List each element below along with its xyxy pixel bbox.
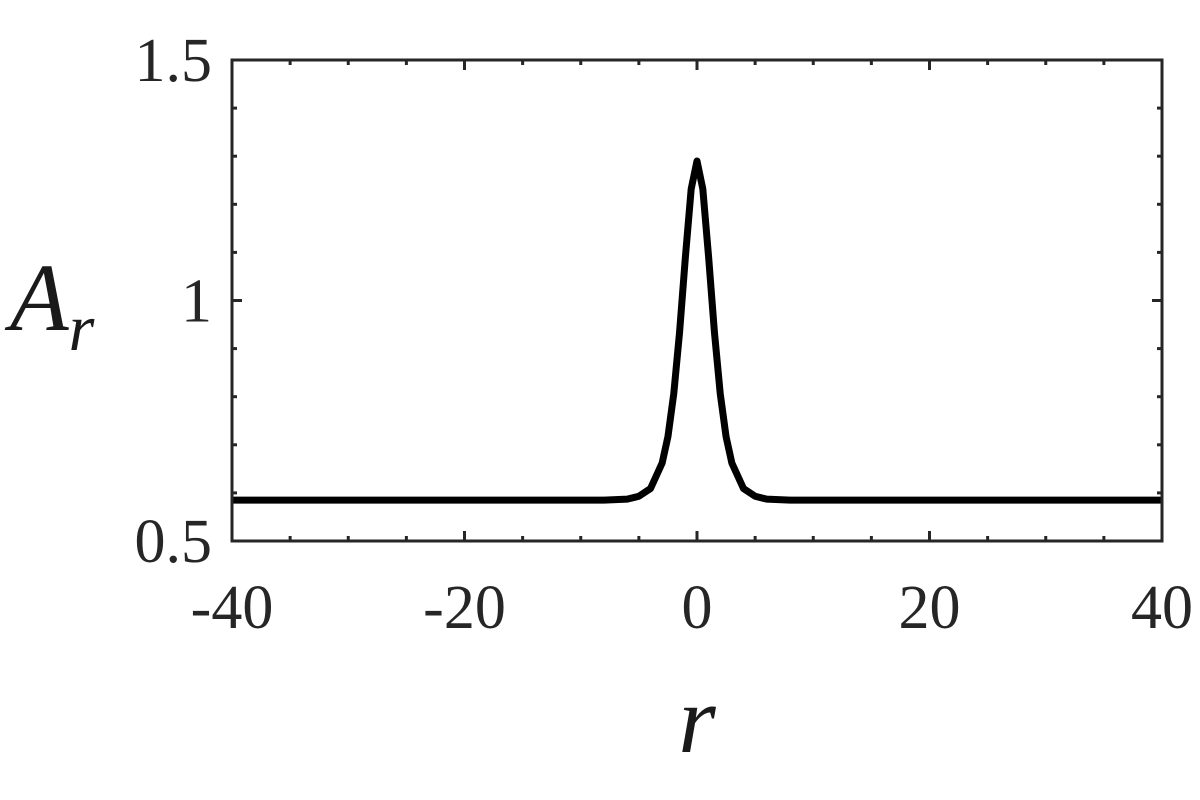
y-tick-label: 0.5 [135,508,213,576]
x-tick-label: -40 [191,574,274,642]
line [232,157,1162,504]
x-tick-label: 40 [1131,574,1193,642]
y-axis-label: Ar [4,244,95,365]
y-axis-label-sub: r [69,292,95,365]
plot-frame [230,58,1164,543]
y-axis-label-main: A [4,244,69,351]
x-tick-label: -20 [423,574,506,642]
x-tick-label: 0 [682,574,713,642]
y-tick-label: 1 [181,268,212,336]
x-axis-label: r [678,666,716,773]
x-tick-label: 20 [899,574,961,642]
y-tick-label: 1.5 [135,27,213,95]
